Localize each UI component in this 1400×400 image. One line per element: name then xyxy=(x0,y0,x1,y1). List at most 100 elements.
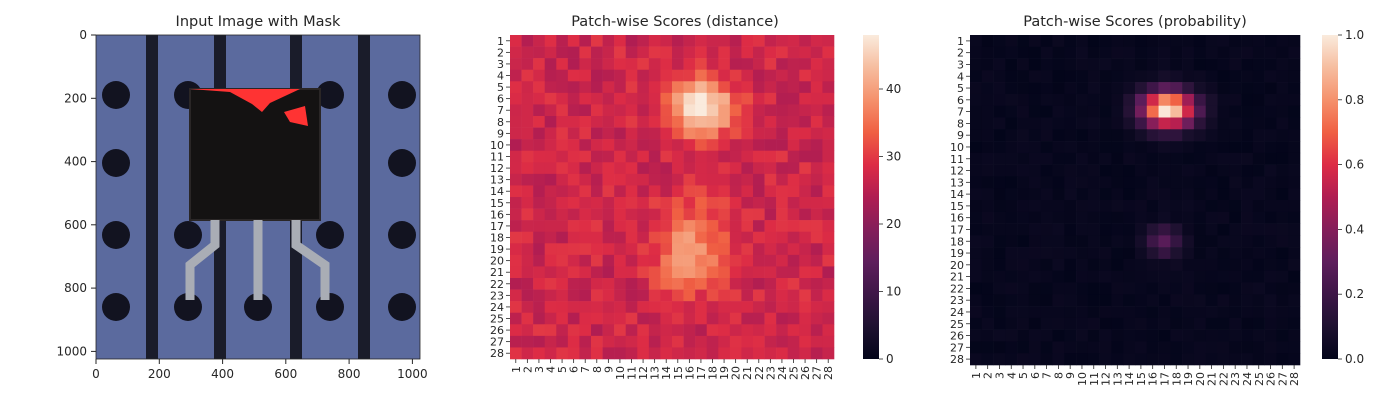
heatmap-cell xyxy=(591,254,603,267)
heatmap-cell xyxy=(602,92,615,105)
heatmap-cell xyxy=(1064,341,1077,354)
heatmap-cell xyxy=(510,92,522,105)
heatmap-cell xyxy=(544,46,557,59)
heatmap-cell xyxy=(753,243,765,256)
heatmap-cell xyxy=(1146,341,1159,354)
heatmap-cell xyxy=(776,254,789,267)
heatmap-cell xyxy=(970,270,983,283)
heatmap-cell xyxy=(1135,235,1148,248)
heatmap-cell xyxy=(1264,294,1277,307)
heatmap-cell xyxy=(683,92,696,105)
heatmap-cell xyxy=(556,347,569,360)
heatmap-cell xyxy=(1229,317,1242,330)
heatmap-cell xyxy=(1146,353,1159,366)
heatmap-cell xyxy=(614,254,627,267)
heatmap-cell xyxy=(993,317,1006,330)
heatmap-cell xyxy=(776,312,789,325)
heatmap-cell xyxy=(521,266,534,279)
heatmap-cell xyxy=(1146,235,1159,248)
heatmap-cell xyxy=(1076,282,1089,295)
heatmap-cell xyxy=(1052,164,1065,177)
x-tick-label: 18 xyxy=(1170,372,1183,386)
heatmap-cell xyxy=(1205,188,1218,201)
heatmap-cell xyxy=(1158,141,1171,154)
heatmap-cell xyxy=(1158,341,1171,354)
heatmap-cell xyxy=(672,185,684,198)
distance-x-ticks: 1234567891011121314151617181920212223242… xyxy=(510,359,835,380)
heatmap-cell xyxy=(1182,317,1195,330)
heatmap-cell xyxy=(544,231,557,244)
heatmap-cell xyxy=(1087,58,1100,71)
heatmap-cell xyxy=(683,69,696,82)
heatmap-cell xyxy=(822,335,835,348)
heatmap-cell xyxy=(1099,117,1112,130)
heatmap-cell xyxy=(556,278,569,290)
heatmap-cell xyxy=(510,127,522,140)
heatmap-cell xyxy=(1064,270,1077,283)
heatmap-cell xyxy=(981,117,994,130)
heatmap-cell xyxy=(556,81,569,94)
heatmap-cell xyxy=(970,152,983,165)
heatmap-cell xyxy=(544,92,557,105)
heatmap-cell xyxy=(1182,353,1195,366)
heatmap-cell xyxy=(567,185,580,198)
heatmap-cell xyxy=(1229,258,1242,272)
heatmap-cell xyxy=(1229,211,1242,224)
heatmap-cell xyxy=(602,335,615,348)
heatmap-cell xyxy=(1076,329,1089,342)
heatmap-cell xyxy=(787,150,800,163)
heatmap-cell xyxy=(672,69,684,82)
heatmap-cell xyxy=(1158,258,1171,272)
heatmap-cell xyxy=(1193,82,1207,95)
heatmap-cell xyxy=(1158,247,1171,260)
heatmap-cell xyxy=(1099,329,1112,342)
heatmap-cell xyxy=(729,116,742,128)
probability-colorbar: 0.00.20.40.60.81.0 xyxy=(1322,28,1364,366)
heatmap-cell xyxy=(1017,93,1030,107)
y-tick-label: 400 xyxy=(64,155,87,169)
heatmap-cell xyxy=(614,220,627,233)
heatmap-cell xyxy=(993,200,1006,213)
heatmap-cell xyxy=(970,306,983,319)
heatmap-cell xyxy=(660,81,673,94)
heatmap-cell xyxy=(1017,70,1030,83)
heatmap-cell xyxy=(625,92,638,105)
heatmap-cell xyxy=(1123,258,1136,272)
heatmap-cell xyxy=(764,220,777,233)
y-tick-label: 17 xyxy=(490,220,504,233)
heatmap-cell xyxy=(521,104,534,117)
heatmap-cell xyxy=(1135,70,1148,83)
heatmap-cell xyxy=(1005,317,1018,330)
heatmap-cell xyxy=(648,208,661,221)
heatmap-cell xyxy=(706,347,719,360)
heatmap-cell xyxy=(1193,317,1207,330)
heatmap-cell xyxy=(510,81,522,94)
heatmap-cell xyxy=(1040,317,1053,330)
heatmap-cell xyxy=(602,278,615,290)
heatmap-cell xyxy=(1252,93,1265,107)
heatmap-cell xyxy=(683,162,696,175)
heatmap-cell xyxy=(1193,247,1207,260)
heatmap-cell xyxy=(1064,294,1077,307)
heatmap-cell xyxy=(683,116,696,128)
heatmap-cell xyxy=(1135,46,1148,59)
heatmap-cell xyxy=(1005,46,1018,59)
heatmap-cell xyxy=(764,243,777,256)
heatmap-cell xyxy=(706,104,719,117)
heatmap-cell xyxy=(648,231,661,244)
heatmap-cell xyxy=(1158,188,1171,201)
heatmap-cell xyxy=(1076,247,1089,260)
heatmap-cell xyxy=(660,69,673,82)
heatmap-cell xyxy=(660,92,673,105)
heatmap-cell xyxy=(1217,211,1230,224)
heatmap-cell xyxy=(614,347,627,360)
heatmap-cell xyxy=(637,324,650,337)
heatmap-cell xyxy=(764,312,777,325)
heatmap-cell xyxy=(648,185,661,198)
heatmap-cell xyxy=(683,173,696,186)
heatmap-cell xyxy=(1252,247,1265,260)
heatmap-cell xyxy=(1264,46,1277,59)
heatmap-cell xyxy=(521,220,534,233)
heatmap-cell xyxy=(1087,258,1100,272)
heatmap-cell xyxy=(672,324,684,337)
